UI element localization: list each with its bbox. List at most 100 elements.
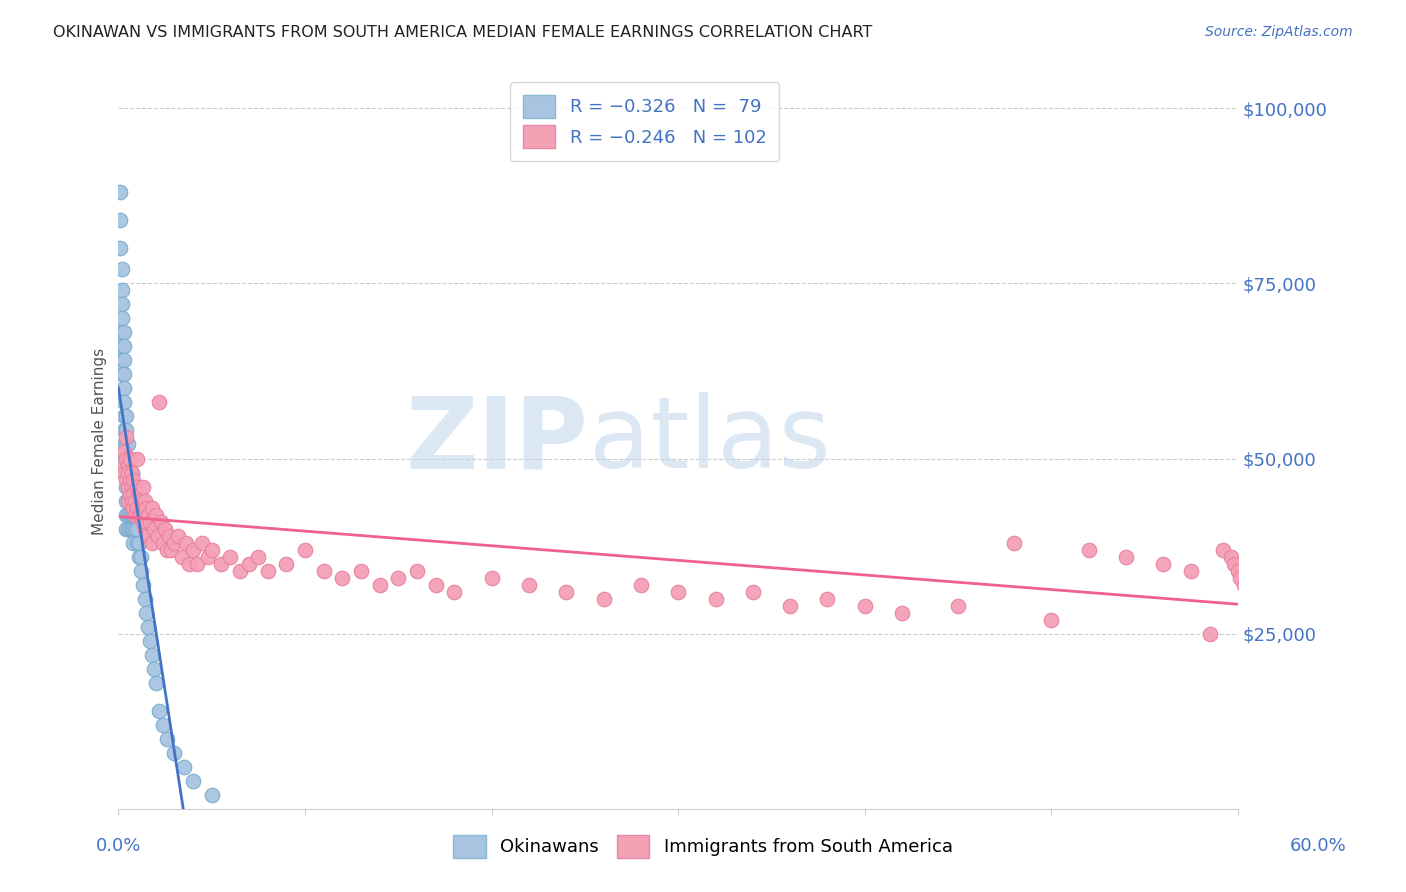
Y-axis label: Median Female Earnings: Median Female Earnings (93, 347, 107, 534)
Point (1232, 577, 1254, 591)
Point (121, 493, 143, 508)
Point (443, 584, 465, 599)
Point (122, 493, 145, 508)
Point (174, 535, 197, 549)
Point (1152, 557, 1174, 571)
Legend: R = −0.326   N =  79, R = −0.246   N = 102: R = −0.326 N = 79, R = −0.246 N = 102 (510, 82, 779, 161)
Point (112, 444, 135, 458)
Text: atlas: atlas (589, 392, 831, 490)
Point (127, 508, 149, 522)
Point (135, 606, 157, 620)
Point (145, 508, 167, 522)
Point (118, 479, 141, 493)
Point (330, 571, 353, 585)
Point (159, 542, 181, 557)
Point (156, 731, 179, 746)
Point (181, 774, 204, 789)
Point (111, 353, 134, 368)
Point (127, 479, 149, 493)
Point (1229, 571, 1251, 585)
Point (179, 557, 201, 571)
Point (946, 599, 969, 613)
Point (517, 577, 540, 591)
Point (110, 213, 132, 227)
Point (197, 549, 219, 564)
Point (201, 542, 224, 557)
Point (118, 486, 141, 500)
Point (1199, 626, 1222, 640)
Point (152, 535, 174, 549)
Point (117, 493, 139, 508)
Point (117, 451, 139, 466)
Point (115, 522, 138, 536)
Point (666, 584, 689, 599)
Point (122, 522, 145, 536)
Point (425, 577, 447, 591)
Point (127, 500, 149, 515)
Point (121, 466, 143, 480)
Point (1002, 535, 1025, 549)
Point (131, 577, 153, 591)
Point (118, 466, 141, 480)
Point (173, 760, 195, 774)
Point (118, 522, 141, 536)
Point (112, 451, 135, 466)
Point (1223, 557, 1246, 571)
Point (145, 676, 167, 690)
Point (128, 486, 150, 500)
Point (191, 535, 214, 549)
Text: ZIP: ZIP (406, 392, 589, 490)
Point (136, 620, 159, 634)
Point (1180, 564, 1202, 578)
Text: 0.0%: 0.0% (96, 837, 141, 855)
Point (112, 466, 135, 480)
Point (156, 542, 179, 557)
Point (115, 430, 138, 444)
Point (122, 479, 145, 493)
Point (704, 591, 727, 606)
Point (1115, 549, 1137, 564)
Point (117, 479, 139, 493)
Point (481, 571, 503, 585)
Point (741, 584, 763, 599)
Point (121, 508, 143, 522)
Point (630, 577, 652, 591)
Point (238, 557, 260, 571)
Point (350, 564, 373, 578)
Point (139, 515, 162, 529)
Point (312, 564, 335, 578)
Point (201, 788, 224, 802)
Point (117, 508, 139, 522)
Point (139, 633, 162, 648)
Point (117, 458, 139, 473)
Point (115, 479, 138, 493)
Point (111, 262, 134, 277)
Point (112, 466, 135, 480)
Point (129, 549, 152, 564)
Point (135, 500, 157, 515)
Point (1236, 584, 1258, 599)
Point (134, 522, 156, 536)
Point (115, 409, 138, 424)
Point (209, 557, 232, 571)
Point (124, 493, 146, 508)
Point (112, 424, 135, 438)
Point (148, 704, 170, 718)
Point (111, 326, 134, 340)
Point (891, 606, 914, 620)
Point (136, 528, 159, 542)
Point (118, 473, 141, 487)
Point (148, 395, 170, 409)
Point (1212, 542, 1234, 557)
Point (817, 591, 839, 606)
Point (129, 564, 152, 578)
Point (115, 437, 138, 451)
Point (219, 549, 242, 564)
Point (115, 451, 138, 466)
Point (163, 535, 186, 549)
Text: 60.0%: 60.0% (1291, 837, 1347, 855)
Point (146, 528, 169, 542)
Point (555, 584, 578, 599)
Point (142, 662, 165, 676)
Point (118, 508, 141, 522)
